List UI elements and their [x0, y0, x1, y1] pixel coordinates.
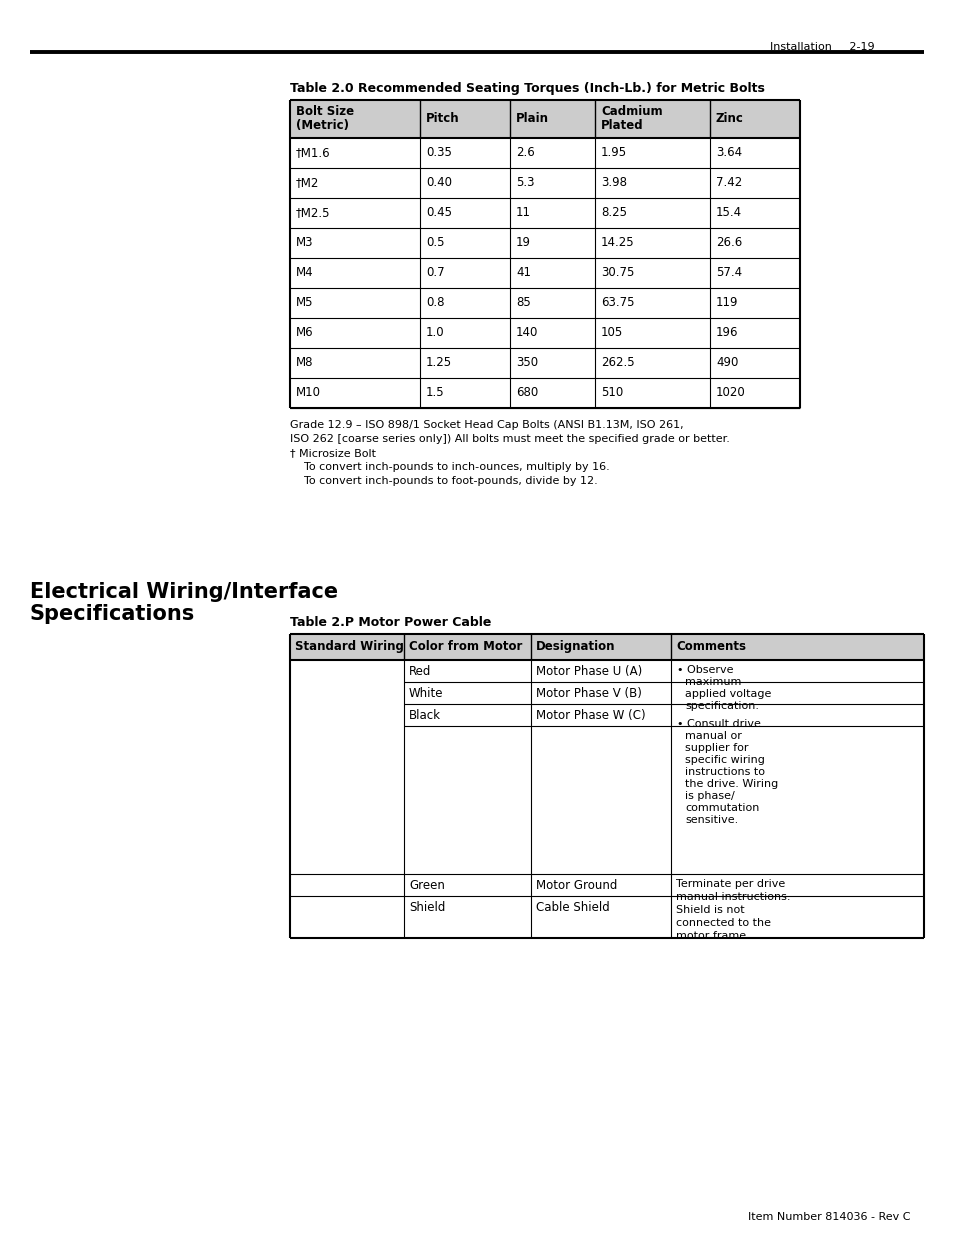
Text: commutation: commutation — [684, 803, 759, 813]
Text: 490: 490 — [716, 356, 738, 369]
Text: Red: Red — [409, 664, 431, 678]
Text: 1.5: 1.5 — [426, 387, 444, 399]
Text: specification.: specification. — [684, 701, 759, 711]
Text: Plain: Plain — [516, 112, 548, 125]
Text: manual instructions.: manual instructions. — [676, 892, 790, 902]
Text: 15.4: 15.4 — [716, 206, 741, 219]
Text: connected to the: connected to the — [676, 918, 770, 927]
Text: manual or: manual or — [684, 731, 741, 741]
Text: Terminate per drive: Terminate per drive — [676, 879, 784, 889]
Text: Bolt Size: Bolt Size — [295, 105, 354, 119]
Text: 119: 119 — [716, 296, 738, 309]
Text: †M2.5: †M2.5 — [295, 206, 330, 219]
Text: specific wiring: specific wiring — [684, 755, 764, 764]
Text: Cable Shield: Cable Shield — [536, 902, 609, 914]
Text: 1020: 1020 — [716, 387, 745, 399]
Text: 14.25: 14.25 — [600, 236, 634, 249]
Text: Zinc: Zinc — [716, 112, 743, 125]
Text: 7.42: 7.42 — [716, 177, 741, 189]
Text: Standard Wiring: Standard Wiring — [294, 640, 403, 653]
Bar — [290, 100, 800, 138]
Text: 105: 105 — [600, 326, 622, 338]
Text: 0.8: 0.8 — [426, 296, 444, 309]
Text: M3: M3 — [295, 236, 314, 249]
Text: To convert inch-pounds to inch-ounces, multiply by 16.: To convert inch-pounds to inch-ounces, m… — [290, 462, 609, 472]
Text: • Observe: • Observe — [677, 664, 733, 676]
Bar — [290, 634, 923, 659]
Text: M6: M6 — [295, 326, 314, 338]
Text: 0.45: 0.45 — [426, 206, 452, 219]
Text: applied voltage: applied voltage — [684, 689, 771, 699]
Text: M10: M10 — [295, 387, 320, 399]
Text: is phase/: is phase/ — [684, 790, 734, 802]
Text: White: White — [409, 687, 443, 700]
Text: 26.6: 26.6 — [716, 236, 741, 249]
Text: Designation: Designation — [536, 640, 615, 653]
Text: maximum: maximum — [684, 677, 740, 687]
Text: 0.7: 0.7 — [426, 266, 444, 279]
Text: 63.75: 63.75 — [600, 296, 634, 309]
Text: 8.25: 8.25 — [600, 206, 626, 219]
Text: 3.98: 3.98 — [600, 177, 626, 189]
Text: † Microsize Bolt: † Microsize Bolt — [290, 448, 375, 458]
Text: M8: M8 — [295, 356, 314, 369]
Text: 1.95: 1.95 — [600, 146, 626, 159]
Text: Black: Black — [409, 709, 440, 722]
Text: 85: 85 — [516, 296, 530, 309]
Text: Color from Motor: Color from Motor — [409, 640, 522, 653]
Text: Pitch: Pitch — [426, 112, 459, 125]
Text: Table 2.P Motor Power Cable: Table 2.P Motor Power Cable — [290, 616, 491, 629]
Text: 19: 19 — [516, 236, 531, 249]
Text: 11: 11 — [516, 206, 531, 219]
Text: 5.3: 5.3 — [516, 177, 534, 189]
Text: motor frame.: motor frame. — [676, 931, 749, 941]
Text: 1.25: 1.25 — [426, 356, 452, 369]
Text: 57.4: 57.4 — [716, 266, 741, 279]
Text: 41: 41 — [516, 266, 531, 279]
Text: Installation     2-19: Installation 2-19 — [769, 42, 874, 52]
Text: Motor Ground: Motor Ground — [536, 879, 617, 892]
Text: 0.35: 0.35 — [426, 146, 452, 159]
Text: †M2: †M2 — [295, 177, 319, 189]
Text: Shield: Shield — [409, 902, 445, 914]
Text: 3.64: 3.64 — [716, 146, 741, 159]
Text: 262.5: 262.5 — [600, 356, 634, 369]
Text: M5: M5 — [295, 296, 314, 309]
Text: 30.75: 30.75 — [600, 266, 634, 279]
Text: the drive. Wiring: the drive. Wiring — [684, 779, 778, 789]
Text: instructions to: instructions to — [684, 767, 764, 777]
Text: Electrical Wiring/Interface: Electrical Wiring/Interface — [30, 582, 337, 601]
Text: 2.6: 2.6 — [516, 146, 535, 159]
Text: 0.5: 0.5 — [426, 236, 444, 249]
Text: 510: 510 — [600, 387, 622, 399]
Text: Motor Phase V (B): Motor Phase V (B) — [536, 687, 641, 700]
Text: supplier for: supplier for — [684, 743, 748, 753]
Text: 196: 196 — [716, 326, 738, 338]
Text: Specifications: Specifications — [30, 604, 195, 624]
Text: sensitive.: sensitive. — [684, 815, 738, 825]
Text: Item Number 814036 - Rev C: Item Number 814036 - Rev C — [747, 1212, 909, 1221]
Text: Comments: Comments — [676, 640, 745, 653]
Text: Table 2.0 Recommended Seating Torques (Inch-Lb.) for Metric Bolts: Table 2.0 Recommended Seating Torques (I… — [290, 82, 764, 95]
Text: To convert inch-pounds to foot-pounds, divide by 12.: To convert inch-pounds to foot-pounds, d… — [290, 475, 598, 487]
Text: • Consult drive: • Consult drive — [677, 719, 760, 729]
Text: Grade 12.9 – ISO 898/1 Socket Head Cap Bolts (ANSI B1.13M, ISO 261,: Grade 12.9 – ISO 898/1 Socket Head Cap B… — [290, 420, 683, 430]
Text: (Metric): (Metric) — [295, 119, 349, 132]
Text: M4: M4 — [295, 266, 314, 279]
Text: ISO 262 [coarse series only]) All bolts must meet the specified grade or better.: ISO 262 [coarse series only]) All bolts … — [290, 433, 729, 445]
Text: 350: 350 — [516, 356, 537, 369]
Text: Shield is not: Shield is not — [676, 905, 744, 915]
Text: Green: Green — [409, 879, 444, 892]
Text: Motor Phase W (C): Motor Phase W (C) — [536, 709, 645, 722]
Text: Cadmium: Cadmium — [600, 105, 662, 119]
Text: 1.0: 1.0 — [426, 326, 444, 338]
Text: 140: 140 — [516, 326, 537, 338]
Text: 0.40: 0.40 — [426, 177, 452, 189]
Text: Plated: Plated — [600, 119, 643, 132]
Text: 680: 680 — [516, 387, 537, 399]
Text: †M1.6: †M1.6 — [295, 146, 331, 159]
Text: Motor Phase U (A): Motor Phase U (A) — [536, 664, 641, 678]
